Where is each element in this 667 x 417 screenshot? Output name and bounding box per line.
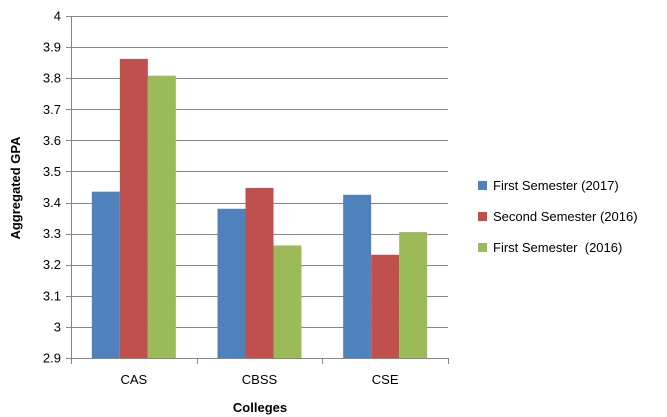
y-tick-label: 4	[54, 9, 61, 24]
axes	[66, 16, 449, 364]
bars	[91, 58, 428, 358]
y-tick-label: 3.3	[43, 226, 61, 241]
legend-label: First Semester (2016)	[493, 240, 622, 255]
x-axis-title: Colleges	[233, 400, 287, 415]
y-tick-label: 2.9	[43, 351, 61, 366]
bar	[147, 75, 176, 358]
legend-swatch	[478, 243, 487, 252]
bar	[343, 194, 372, 358]
bar	[119, 58, 148, 358]
x-tick-labels: CAS CBSS CSE	[120, 372, 398, 387]
legend-swatch	[478, 212, 487, 221]
legend-swatch	[478, 181, 487, 190]
y-axis-title: Aggregated GPA	[8, 136, 23, 240]
y-tick-label: 3.6	[43, 133, 61, 148]
x-tick-label: CAS	[120, 372, 147, 387]
y-tick-label: 3.8	[43, 71, 61, 86]
y-tick-label: 3	[54, 319, 61, 334]
bar	[399, 232, 428, 358]
bar	[273, 245, 302, 358]
legend-label: Second Semester (2016)	[493, 209, 638, 224]
bar	[245, 187, 274, 358]
y-tick-label: 3.5	[43, 164, 61, 179]
y-tick-label: 3.9	[43, 40, 61, 55]
x-tick-label: CSE	[372, 372, 399, 387]
legend: First Semester (2017) Second Semester (20…	[478, 178, 638, 255]
x-tick-label: CBSS	[242, 372, 278, 387]
bar	[371, 254, 400, 358]
bar	[91, 191, 120, 358]
y-tick-label: 3.7	[43, 102, 61, 117]
legend-label: First Semester (2017)	[493, 178, 619, 193]
y-tick-label: 3.1	[43, 288, 61, 303]
y-tick-label: 3.2	[43, 257, 61, 272]
y-tick-label: 3.4	[43, 195, 61, 210]
bar	[217, 208, 246, 358]
y-tick-labels: 2.9 3 3.1 3.2 3.3 3.4 3.5 3.6 3.7 3.8 3.9 4	[43, 9, 61, 366]
